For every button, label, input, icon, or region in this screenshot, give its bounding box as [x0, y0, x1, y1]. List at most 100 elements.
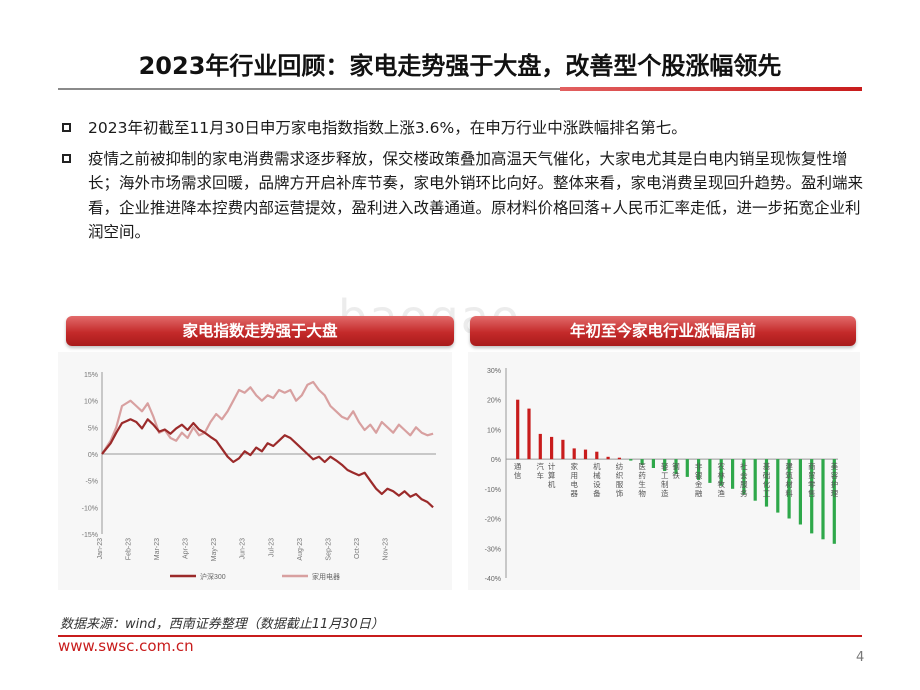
x-tick-label: Feb-23	[126, 538, 133, 560]
bar-1	[527, 408, 531, 460]
category-label: 基础化工	[763, 461, 771, 498]
category-label-char: 化	[763, 479, 771, 489]
y-tick-label: 10%	[84, 399, 98, 406]
left-chart-panel	[58, 352, 452, 590]
category-label-char: 工	[763, 489, 771, 498]
bullet-list: 2023年初截至11月30日申万家电指数指数上涨3.6%，在申万行业中涨跌幅排名…	[58, 116, 868, 251]
category-label-char: 工	[661, 471, 669, 480]
category-label-char: 金	[695, 479, 703, 489]
footer-url-link[interactable]: www.swsc.com.cn	[58, 637, 194, 655]
square-bullet-icon	[62, 153, 71, 163]
category-label-char: 会	[740, 470, 748, 480]
bar-2	[538, 433, 542, 460]
category-label: 计算机	[548, 461, 556, 489]
bar-14	[674, 459, 678, 474]
bullet-text-1: 2023年初截至11月30日申万家电指数指数上涨3.6%，在申万行业中涨跌幅排名…	[88, 119, 687, 137]
bar-13	[663, 459, 667, 471]
y-tick-label: -5%	[86, 479, 98, 486]
category-label-char: 汽	[537, 461, 545, 471]
bar-21	[753, 459, 757, 501]
y-tick-label: 10%	[487, 427, 501, 434]
bar-11	[640, 459, 644, 465]
category-label-char: 务	[740, 488, 748, 498]
bar-10	[629, 459, 633, 461]
y-tick-label: 15%	[84, 372, 98, 379]
category-label-char: 械	[593, 470, 601, 480]
title-accent-bar	[560, 87, 862, 91]
bar-3	[550, 436, 554, 460]
category-label: 机械设备	[593, 461, 601, 498]
category-label-char: 计	[548, 461, 556, 471]
y-tick-label: 30%	[487, 368, 501, 375]
x-tick-label: Jul-23	[268, 538, 275, 557]
bar-7	[595, 451, 599, 460]
bar-24	[787, 459, 791, 519]
category-label-char: 商	[808, 461, 816, 471]
bar-8	[606, 456, 610, 460]
y-tick-label: -10%	[485, 487, 501, 494]
bar-23	[776, 459, 780, 513]
category-label-char: 美	[831, 461, 839, 471]
category-label: 医药生物	[638, 462, 646, 498]
bar-chart: 30%20%10%0%-10%-20%-30%-40%通信汽车计算机家用电器机械…	[485, 368, 839, 583]
category-label-char: 通	[514, 461, 522, 471]
category-label: 汽车	[537, 461, 545, 480]
bar-22	[764, 459, 769, 507]
footer-divider	[58, 635, 862, 637]
category-label: 建筑材料	[785, 461, 793, 498]
bar-16	[697, 459, 701, 480]
bar-19	[731, 459, 735, 489]
x-tick-label: May-23	[211, 538, 218, 561]
bar-0	[516, 399, 520, 460]
category-label-char: 纺	[616, 461, 624, 471]
category-label-char: 融	[695, 488, 703, 498]
category-label-char: 农	[717, 461, 725, 471]
category-label: 家用电器	[570, 461, 578, 498]
category-label-char: 社	[740, 461, 748, 471]
square-bullet-icon	[62, 123, 71, 132]
category-label-char: 用	[570, 471, 578, 480]
x-tick-label: Jan-23	[97, 538, 104, 560]
category-label-char: 电	[570, 479, 578, 489]
category-label-char: 生	[638, 479, 646, 489]
bullet-text-2: 疫情之前被抑制的家电消费需求逐步释放，保交楼政策叠加高温天气催化，大家电尤其是白…	[88, 149, 864, 242]
category-label-char: 基	[763, 461, 771, 471]
bar-17	[708, 459, 712, 483]
category-label-char: 制	[661, 479, 669, 489]
category-label-char: 造	[661, 488, 669, 498]
category-label-char: 钢	[672, 461, 680, 471]
y-tick-label: 20%	[487, 398, 501, 405]
category-label: 非银金融	[695, 461, 703, 498]
y-tick-label: 0%	[88, 452, 98, 459]
x-tick-label: Aug-23	[297, 538, 304, 561]
x-tick-label: Apr-23	[183, 538, 190, 559]
category-label-char: 器	[570, 489, 578, 498]
bar-12	[651, 459, 655, 468]
category-label-char: 渔	[717, 488, 725, 498]
bar-4	[561, 439, 565, 460]
y-tick-label: 0%	[491, 457, 501, 464]
category-label-char: 机	[548, 479, 556, 489]
y-tick-label: -20%	[485, 517, 501, 524]
series-line-csi300	[101, 418, 434, 509]
category-label: 通信	[514, 461, 522, 480]
bar-5	[572, 448, 576, 460]
category-label-char: 轻	[661, 461, 669, 471]
category-label: 农林牧渔	[717, 461, 725, 498]
category-label-char: 机	[593, 461, 601, 471]
bar-9	[617, 457, 621, 460]
category-label-char: 非	[695, 461, 703, 471]
category-label: 轻工制造	[661, 461, 669, 498]
category-label-char: 信	[514, 470, 522, 480]
bar-26	[810, 459, 814, 534]
data-source-note: 数据来源：wind，西南证券整理（数据截止11月30日）	[60, 617, 384, 632]
right-chart-banner: 年初至今家电行业涨幅居前	[470, 316, 856, 346]
bar-20	[742, 459, 746, 495]
y-tick-label: -15%	[82, 532, 98, 539]
legend-label: 家用电器	[312, 572, 340, 581]
bar-25	[798, 459, 802, 525]
category-label-char: 药	[638, 470, 646, 480]
left-chart-banner: 家电指数走势强于大盘	[66, 316, 454, 346]
category-label-char: 牧	[717, 479, 725, 489]
category-label-char: 建	[785, 461, 793, 471]
